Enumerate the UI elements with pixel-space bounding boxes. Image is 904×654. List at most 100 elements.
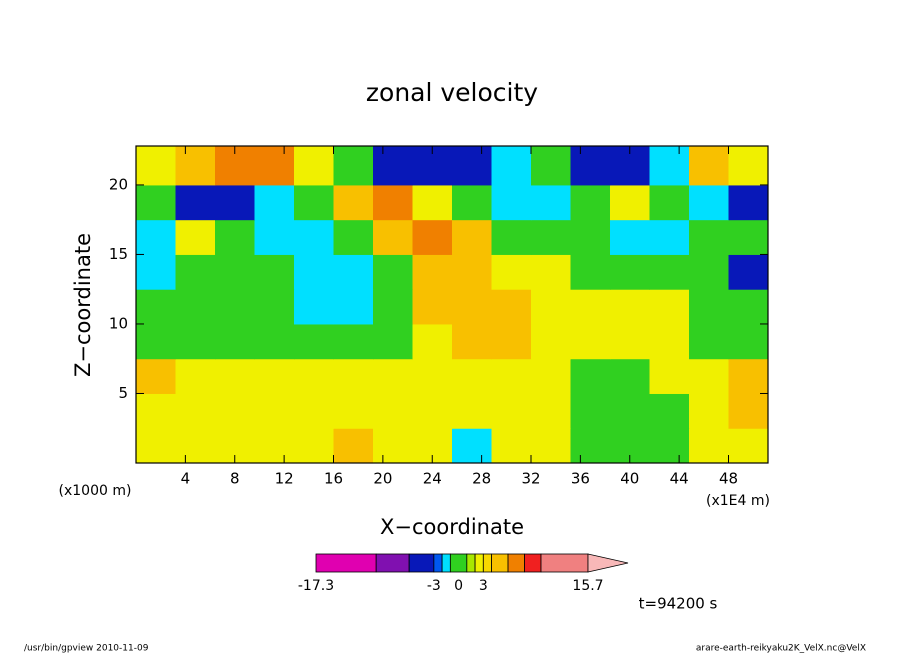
field-cell [333, 219, 374, 255]
field-cell [412, 254, 453, 290]
field-cell [689, 393, 729, 429]
field-cell [175, 184, 216, 221]
field-cell [649, 146, 690, 186]
field-cell [728, 219, 769, 255]
field-cell [728, 289, 769, 325]
y-axis-label: Z−coordinate [71, 233, 95, 377]
field-cell [254, 428, 295, 464]
colorbar-tick-label: 0 [454, 578, 463, 594]
footer-left: /usr/bin/gpview 2010-11-09 [24, 644, 149, 654]
field-cell [570, 428, 611, 464]
field-cell [570, 393, 611, 429]
field-cell [689, 254, 729, 290]
field-cell [175, 254, 216, 290]
colorbar-segment [482, 553, 492, 573]
colorbar-segment [449, 553, 468, 573]
field-cell [531, 146, 571, 186]
field-cell [570, 146, 611, 186]
field-cell [610, 358, 650, 394]
field-cell [333, 146, 374, 186]
field-cell [728, 393, 769, 429]
x-tick-label: 48 [719, 470, 738, 488]
plot-frame [135, 145, 769, 464]
colorbar-segment [441, 553, 451, 573]
field-cell [491, 184, 532, 221]
field-cell [294, 393, 334, 429]
colorbar-tick-label: 15.7 [572, 578, 603, 594]
field-cell [689, 184, 729, 221]
field-cell [491, 289, 532, 325]
field-cell [373, 289, 413, 325]
field-cell [728, 358, 769, 394]
x-unit: (x1E4 m) [706, 493, 770, 509]
field-cell [175, 219, 216, 255]
field-cell [294, 428, 334, 464]
field-cell [610, 254, 650, 290]
field-cell [254, 219, 295, 255]
field-cell [728, 184, 769, 221]
x-tick-label: 12 [275, 470, 294, 488]
field-cell [333, 358, 374, 394]
field-cell [373, 428, 413, 464]
field-cell [689, 146, 729, 186]
field-cell [491, 323, 532, 360]
field-cell [136, 254, 176, 290]
colorbar-segment [375, 553, 410, 573]
field-cell [570, 219, 611, 255]
field-cell [412, 358, 453, 394]
field-cell [294, 184, 334, 221]
field-cell [728, 323, 769, 360]
field-cell [294, 358, 334, 394]
field-cell [452, 146, 492, 186]
field-cell [649, 393, 690, 429]
field-cell [412, 289, 453, 325]
field-cell [175, 146, 216, 186]
y-tick-label: 5 [118, 384, 128, 402]
field-cell [373, 184, 413, 221]
field-cell [452, 393, 492, 429]
field-cell [610, 184, 650, 221]
field-cell [136, 358, 176, 394]
field-cell [531, 393, 571, 429]
field-cell [570, 184, 611, 221]
field-cell [215, 254, 255, 290]
field-cell [452, 254, 492, 290]
field-cell [728, 254, 769, 290]
field-cell [294, 323, 334, 360]
field-cell [728, 428, 769, 464]
chart-title: zonal velocity [366, 78, 538, 107]
field-cell [689, 289, 729, 325]
field-cell [649, 184, 690, 221]
field-cell [531, 184, 571, 221]
field-cell [373, 323, 413, 360]
field-cell [254, 323, 295, 360]
field-cell [649, 289, 690, 325]
field-cell [610, 219, 650, 255]
field-cell [136, 289, 176, 325]
colorbar-segment [315, 553, 377, 573]
field-cell [531, 323, 571, 360]
field-cell [570, 254, 611, 290]
field-cell [215, 358, 255, 394]
field-cell [452, 323, 492, 360]
field-cell [136, 184, 176, 221]
field-cell [294, 254, 334, 290]
field-cell [136, 393, 176, 429]
field-cell [570, 323, 611, 360]
field-cell [215, 289, 255, 325]
field-cell [452, 428, 492, 464]
field-cell [294, 146, 334, 186]
colorbar-tick-label: 3 [479, 578, 488, 594]
field-cell [373, 358, 413, 394]
field-cell [452, 219, 492, 255]
field-cell [649, 254, 690, 290]
x-axis-label: X−coordinate [380, 515, 524, 539]
field-cell [136, 323, 176, 360]
field-cell [649, 323, 690, 360]
x-tick-label: 16 [324, 470, 343, 488]
x-tick-label: 36 [571, 470, 590, 488]
field-cell [333, 289, 374, 325]
colorbar-tick-label: -17.3 [298, 578, 334, 594]
field-cell [649, 219, 690, 255]
field-cell [333, 393, 374, 429]
